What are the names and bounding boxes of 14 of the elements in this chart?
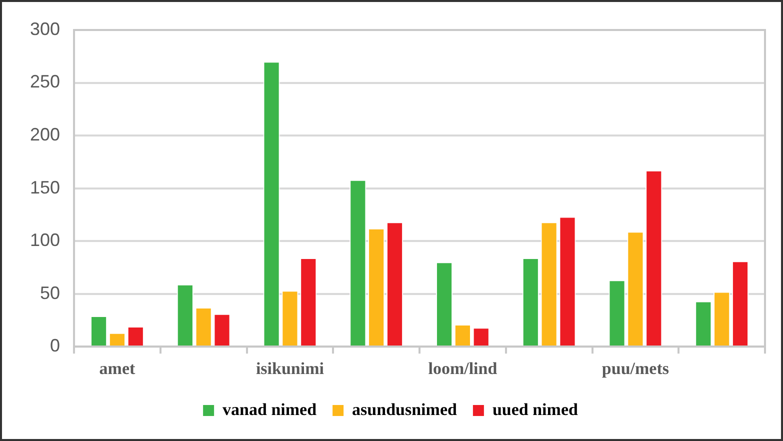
y-tick-label: 0 [50, 336, 60, 356]
legend-label: asundusnimed [352, 400, 458, 419]
x-tick-label: isikunimi [256, 359, 324, 378]
y-tick-label: 300 [30, 18, 60, 39]
x-tick-label: loom/lind [428, 359, 498, 378]
x-tick-label: puu/mets [602, 359, 670, 378]
y-tick-label: 50 [40, 282, 60, 303]
y-tick-label: 100 [30, 230, 60, 250]
legend-label: vanad nimed [222, 400, 318, 419]
legend-label: uued nimed [492, 400, 578, 419]
y-tick-label: 250 [30, 72, 60, 92]
x-tick-label: amet [99, 359, 136, 378]
y-tick-label: 200 [30, 124, 60, 144]
y-tick-label: 150 [30, 177, 60, 198]
